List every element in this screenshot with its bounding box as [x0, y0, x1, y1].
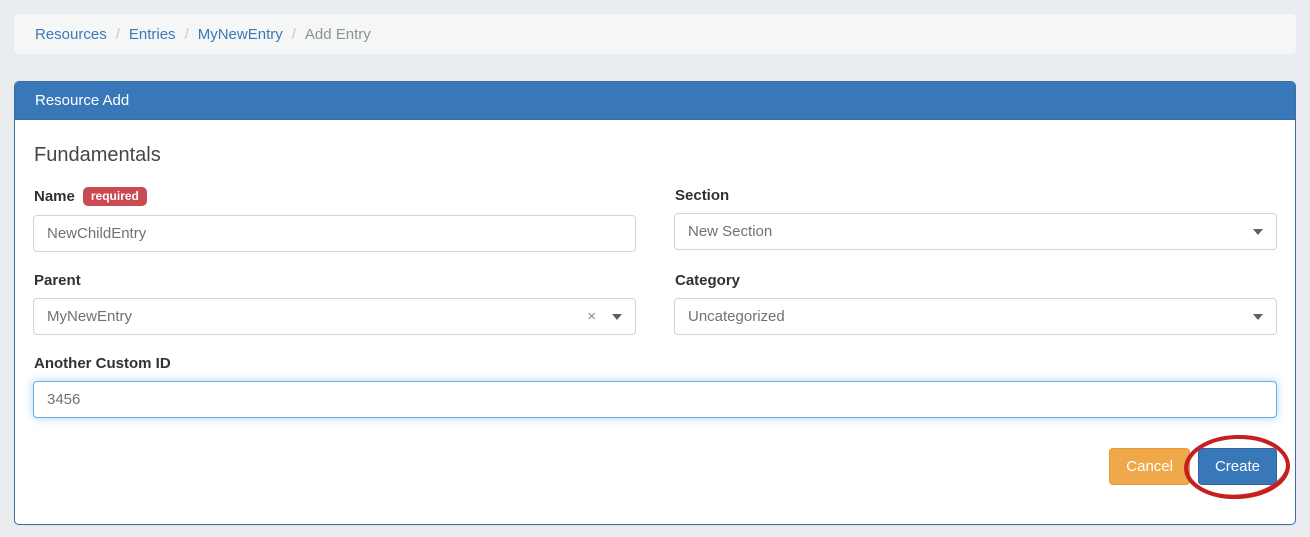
chevron-down-icon: [612, 313, 622, 320]
section-select[interactable]: New Section: [674, 213, 1277, 250]
section-label: Section: [675, 187, 730, 204]
parent-label: Parent: [34, 272, 81, 289]
section-heading: Fundamentals: [34, 144, 161, 166]
breadcrumb-separator: /: [184, 25, 189, 43]
field-category: Category Uncategorized: [674, 272, 1277, 335]
breadcrumb-link-mynewentry[interactable]: MyNewEntry: [197, 25, 283, 43]
name-label: Name: [34, 188, 75, 205]
create-button-wrap: Create: [1184, 434, 1291, 499]
parent-select[interactable]: MyNewEntry ×: [33, 298, 636, 335]
breadcrumb-separator: /: [115, 25, 120, 43]
clear-icon[interactable]: ×: [587, 308, 596, 325]
create-button[interactable]: Create: [1197, 448, 1277, 485]
resource-add-panel: Resource Add Fundamentals Name required …: [14, 81, 1296, 525]
breadcrumb-current: Add Entry: [304, 25, 371, 43]
breadcrumb: Resources / Entries / MyNewEntry / Add E…: [14, 14, 1296, 54]
chevron-down-icon: [1253, 228, 1263, 235]
form-grid: Name required Section New Section Parent…: [33, 187, 1277, 418]
field-parent: Parent MyNewEntry ×: [33, 272, 636, 335]
category-label: Category: [675, 272, 741, 289]
required-badge: required: [82, 187, 147, 206]
field-custom-id: Another Custom ID: [33, 355, 1277, 418]
panel-body: Fundamentals Name required Section New S…: [15, 120, 1295, 524]
cancel-button[interactable]: Cancel: [1109, 448, 1190, 485]
breadcrumb-link-entries[interactable]: Entries: [128, 25, 176, 43]
breadcrumb-link-resources[interactable]: Resources: [35, 25, 107, 43]
custom-id-input[interactable]: [33, 381, 1277, 418]
name-label-row: Name required: [34, 187, 636, 206]
field-section: Section New Section: [674, 187, 1277, 252]
name-input[interactable]: [33, 215, 636, 252]
parent-select-value: MyNewEntry: [47, 308, 133, 325]
chevron-down-icon: [1253, 313, 1263, 320]
panel-title: Resource Add: [15, 82, 1295, 120]
custom-id-label: Another Custom ID: [34, 355, 171, 372]
breadcrumb-separator: /: [291, 25, 296, 43]
category-select[interactable]: Uncategorized: [674, 298, 1277, 335]
section-select-value: New Section: [688, 223, 773, 240]
footer-actions: Cancel Create: [33, 434, 1291, 499]
field-name: Name required: [33, 187, 636, 252]
category-select-value: Uncategorized: [688, 308, 785, 325]
